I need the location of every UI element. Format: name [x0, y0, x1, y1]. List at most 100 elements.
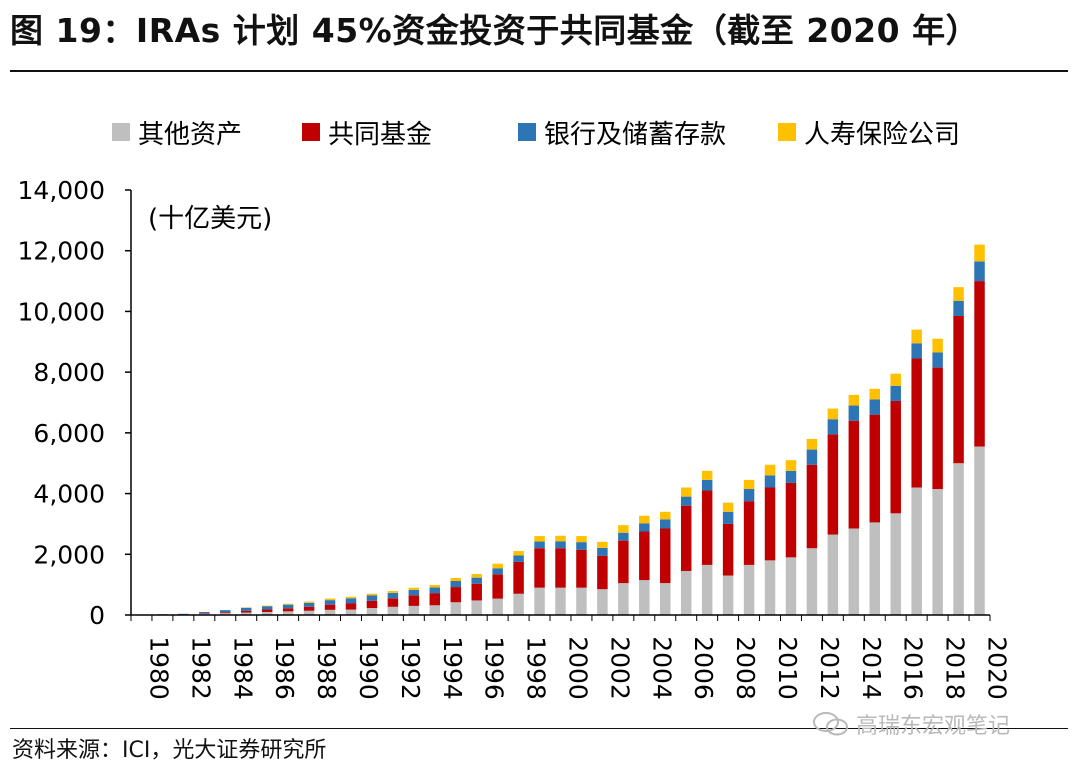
- bar-2018-series-2: [932, 352, 943, 368]
- bar-2002-series-3: [597, 541, 608, 548]
- bar-2004-series-1: [639, 531, 650, 581]
- bar-1990-series-2: [345, 598, 357, 604]
- bar-1996-series-0: [471, 600, 482, 615]
- bar-2009-series-2: [743, 489, 755, 502]
- bar-1984-series-1: [220, 612, 231, 614]
- bar-1991-series-0: [366, 608, 378, 615]
- bar-2015-series-1: [869, 414, 881, 523]
- bar-1986-series-0: [261, 611, 273, 615]
- bar-2001-series-2: [576, 542, 587, 550]
- y-tick-label-2: 4,000: [33, 480, 105, 509]
- bar-2010-series-3: [764, 464, 776, 476]
- bar-2014-series-3: [848, 394, 860, 406]
- bar-1983-series-2: [199, 611, 210, 614]
- bar-2007-series-3: [701, 470, 713, 480]
- footer-divider: [10, 728, 1068, 729]
- bar-2017-series-2: [911, 343, 922, 359]
- bar-2003-series-0: [618, 583, 629, 616]
- bar-2010-series-0: [764, 560, 776, 615]
- bar-1998-series-1: [513, 561, 524, 594]
- bar-1987-series-0: [282, 611, 294, 615]
- bar-1985-series-2: [240, 607, 252, 611]
- bar-1999-series-0: [534, 587, 545, 615]
- bar-1993-series-2: [408, 589, 420, 596]
- bar-2016-series-0: [890, 513, 901, 615]
- legend: 其他资产 共同基金 银行及储蓄存款 人寿保险公司: [112, 120, 960, 150]
- source-note: 资料来源：ICI，光大证券研究所: [12, 738, 327, 763]
- bar-1995-series-3: [450, 577, 461, 581]
- bar-2014-series-2: [848, 405, 860, 421]
- bar-1989-series-1: [324, 604, 336, 610]
- bar-1988-series-3: [303, 601, 315, 603]
- bar-2018-series-0: [932, 489, 943, 615]
- bar-2006-series-0: [680, 570, 692, 615]
- bar-1997-series-2: [492, 568, 503, 575]
- y-tick-label-1: 2,000: [33, 540, 105, 569]
- bar-1989-series-3: [324, 598, 336, 601]
- bar-2003-series-2: [618, 532, 629, 541]
- bar-2003-series-3: [618, 525, 629, 533]
- bar-1987-series-3: [282, 603, 294, 605]
- bar-1998-series-3: [513, 550, 524, 556]
- bar-2009-series-3: [743, 479, 755, 490]
- x-tick-label-2014: 2014: [857, 636, 886, 700]
- bar-1990-series-0: [345, 609, 357, 615]
- bar-2010-series-1: [764, 487, 776, 561]
- chart-title: 图 19：IRAs 计划 45%资金投资于共同基金（截至 2020 年）: [10, 11, 980, 50]
- unit-label: (十亿美元): [148, 204, 272, 234]
- bar-2000-series-0: [555, 587, 566, 615]
- bar-1988-series-2: [303, 602, 315, 607]
- bar-1996-series-3: [471, 574, 482, 578]
- y-tick-label-0: 0: [89, 601, 105, 630]
- bar-1989-series-0: [324, 609, 336, 615]
- bar-2002-series-1: [597, 555, 608, 590]
- bar-2019-series-1: [953, 315, 964, 464]
- bar-1995-series-1: [450, 587, 461, 603]
- y-tick-label-7: 14,000: [18, 176, 105, 205]
- bar-1993-series-3: [408, 587, 420, 590]
- bar-2016-series-1: [890, 400, 901, 514]
- bar-2016-series-3: [890, 373, 901, 386]
- bar-2002-series-0: [597, 589, 608, 615]
- bar-1997-series-1: [492, 574, 503, 599]
- bar-2018-series-1: [932, 367, 943, 490]
- bar-1991-series-3: [366, 593, 378, 596]
- bar-2006-series-1: [680, 505, 692, 571]
- bar-2011-series-3: [785, 460, 797, 471]
- legend-swatch-0: [112, 123, 130, 141]
- bar-1999-series-1: [534, 548, 545, 588]
- x-tick-label-2020: 2020: [983, 636, 1012, 700]
- bar-1986-series-2: [261, 606, 273, 610]
- bar-2017-series-3: [911, 329, 922, 344]
- bar-2017-series-0: [911, 487, 922, 615]
- bar-2015-series-0: [869, 522, 881, 615]
- watermark-text: 高瑞东宏观笔记: [856, 714, 1011, 739]
- x-tick-label-2002: 2002: [605, 636, 634, 700]
- x-tick-label-2012: 2012: [815, 636, 844, 700]
- bar-2011-series-0: [785, 557, 797, 615]
- bar-2013-series-1: [827, 434, 839, 535]
- legend-swatch-1: [302, 123, 320, 141]
- bar-2005-series-0: [660, 583, 671, 616]
- y-tick-label-3: 6,000: [33, 419, 105, 448]
- bar-1988-series-0: [303, 610, 315, 615]
- bar-1996-series-1: [471, 583, 482, 601]
- bar-2006-series-3: [680, 487, 692, 497]
- bar-1993-series-1: [408, 595, 420, 606]
- bar-1987-series-1: [282, 608, 294, 612]
- bar-1988-series-1: [303, 606, 315, 611]
- bar-2020-series-3: [974, 244, 985, 262]
- bar-1999-series-3: [534, 536, 545, 542]
- bar-2020-series-2: [974, 261, 985, 282]
- title-divider: [10, 70, 1068, 72]
- bar-2019-series-2: [953, 300, 964, 316]
- bar-2005-series-1: [660, 528, 671, 584]
- bar-2020-series-1: [974, 281, 985, 447]
- bar-1992-series-2: [387, 592, 399, 599]
- y-tick-label-5: 10,000: [18, 297, 105, 326]
- bar-2000-series-3: [555, 535, 566, 542]
- bar-1992-series-0: [387, 606, 399, 615]
- bar-1983-series-1: [199, 613, 210, 614]
- bar-2014-series-0: [848, 528, 860, 615]
- bar-1991-series-1: [366, 600, 378, 609]
